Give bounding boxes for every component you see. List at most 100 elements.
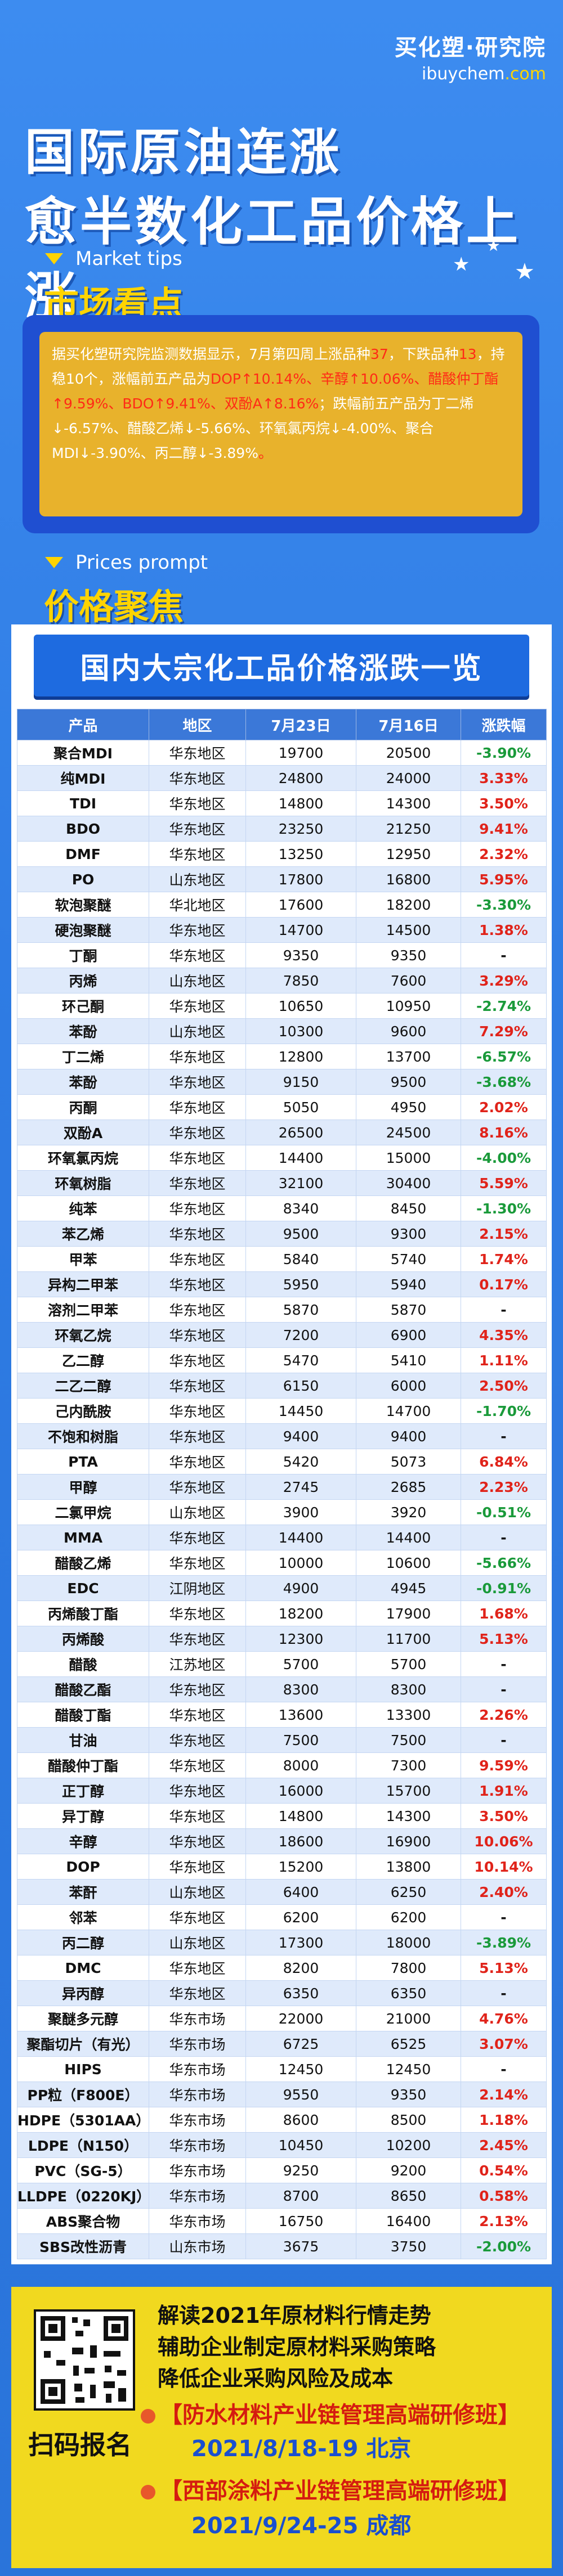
- event2-title: 【西部涂料产业链管理高端研修班】: [141, 2472, 520, 2505]
- price-previous-cell: 20500: [356, 740, 461, 766]
- price-current-cell: 10000: [245, 1550, 356, 1576]
- change-cell: 4.35%: [461, 1322, 547, 1348]
- change-cell: -2.00%: [461, 2233, 547, 2259]
- price-previous-cell: 8500: [356, 2107, 461, 2133]
- change-cell: -5.66%: [461, 1550, 547, 1576]
- product-cell: 纯MDI: [17, 765, 149, 791]
- change-cell: -3.30%: [461, 892, 547, 918]
- change-cell: 0.58%: [461, 2183, 547, 2209]
- product-cell: 软泡聚醚: [17, 892, 149, 918]
- table-row: 乙二醇 华东地区 5470 5410 1.11%: [17, 1347, 547, 1373]
- product-cell: 乙二醇: [17, 1347, 149, 1373]
- price-current-cell: 5470: [245, 1347, 356, 1373]
- market-tag-en: Market tips: [75, 248, 182, 270]
- region-cell: 华东市场: [149, 2006, 246, 2031]
- table-row: 二氯甲烷 山东地区 3900 3920 -0.51%: [17, 1499, 547, 1525]
- table-row: 异丁醇 华东地区 14800 14300 3.50%: [17, 1803, 547, 1829]
- region-cell: 华东地区: [149, 1525, 246, 1550]
- change-cell: -: [461, 1423, 547, 1449]
- product-cell: 苯酚: [17, 1018, 149, 1044]
- product-cell: 苯乙烯: [17, 1221, 149, 1247]
- footer-promo: 扫码报名 解读2021年原材料行情走势 辅助企业制定原材料采购策略 降低企业采购…: [11, 2287, 552, 2568]
- product-cell: 丁二烯: [17, 1044, 149, 1069]
- table-row: 软泡聚醚 华北地区 17600 18200 -3.30%: [17, 892, 547, 918]
- change-cell: -: [461, 1676, 547, 1702]
- column-header: 7月23日: [245, 709, 356, 740]
- qr-code[interactable]: [34, 2309, 135, 2411]
- table-row: DMF 华东地区 13250 12950 2.32%: [17, 841, 547, 867]
- product-cell: 异丙醇: [17, 1980, 149, 2006]
- market-text-part: ，持稳10个，涨幅前五产品为: [52, 346, 505, 387]
- table-row: 甘油 华东地区 7500 7500-: [17, 1727, 547, 1753]
- price-current-cell: 17800: [245, 866, 356, 892]
- region-cell: 华东地区: [149, 1069, 246, 1095]
- product-cell: 环氧氯丙烷: [17, 1145, 149, 1171]
- change-cell: 1.91%: [461, 1778, 547, 1804]
- region-cell: 华东地区: [149, 993, 246, 1019]
- price-current-cell: 7200: [245, 1322, 356, 1348]
- region-cell: 华东地区: [149, 740, 246, 766]
- region-cell: 华东地区: [149, 917, 246, 943]
- region-cell: 华东市场: [149, 2031, 246, 2057]
- product-cell: 醋酸仲丁酯: [17, 1752, 149, 1778]
- price-previous-cell: 7300: [356, 1752, 461, 1778]
- region-cell: 山东地区: [149, 1879, 246, 1905]
- price-previous-cell: 9600: [356, 1018, 461, 1044]
- price-current-cell: 6725: [245, 2031, 356, 2057]
- change-cell: 2.14%: [461, 2082, 547, 2107]
- product-cell: 环己酮: [17, 993, 149, 1019]
- region-cell: 华东地区: [149, 1803, 246, 1829]
- price-current-cell: 18600: [245, 1828, 356, 1854]
- star-icon: ★: [486, 236, 501, 255]
- region-cell: 华东地区: [149, 1449, 246, 1474]
- product-cell: ABS聚合物: [17, 2208, 149, 2234]
- product-cell: TDI: [17, 790, 149, 816]
- price-previous-cell: 9200: [356, 2157, 461, 2183]
- change-cell: 2.02%: [461, 1094, 547, 1120]
- price-current-cell: 13600: [245, 1702, 356, 1728]
- price-current-cell: 14800: [245, 790, 356, 816]
- price-previous-cell: 7600: [356, 968, 461, 993]
- product-cell: PTA: [17, 1449, 149, 1474]
- region-cell: 华东市场: [149, 2157, 246, 2183]
- product-cell: 聚酯切片（有光）: [17, 2031, 149, 2057]
- price-previous-cell: 5940: [356, 1271, 461, 1297]
- stars-decoration: ★ ★ ★: [453, 236, 543, 287]
- table-row: ABS聚合物 华东市场 16750 16400 2.13%: [17, 2208, 547, 2234]
- price-previous-cell: 14300: [356, 1803, 461, 1829]
- price-previous-cell: 17900: [356, 1601, 461, 1626]
- price-current-cell: 17600: [245, 892, 356, 918]
- product-cell: LDPE（N150）: [17, 2132, 149, 2158]
- region-cell: 华东市场: [149, 2183, 246, 2209]
- price-previous-cell: 15700: [356, 1778, 461, 1804]
- table-row: 丙烯酸 华东地区 12300 11700 5.13%: [17, 1626, 547, 1652]
- product-cell: 醋酸丁酯: [17, 1702, 149, 1728]
- price-previous-cell: 13700: [356, 1044, 461, 1069]
- price-current-cell: 9400: [245, 1423, 356, 1449]
- product-cell: 辛醇: [17, 1828, 149, 1854]
- price-previous-cell: 5700: [356, 1651, 461, 1677]
- product-cell: 硬泡聚醚: [17, 917, 149, 943]
- change-cell: 2.32%: [461, 841, 547, 867]
- brand-logo: 买化塑·研究院 ibuychem.com: [395, 29, 546, 84]
- table-row: 聚酯切片（有光） 华东市场 6725 6525 3.07%: [17, 2031, 547, 2057]
- change-cell: 2.45%: [461, 2132, 547, 2158]
- price-previous-cell: 6525: [356, 2031, 461, 2057]
- change-cell: 3.50%: [461, 790, 547, 816]
- price-previous-cell: 6350: [356, 1980, 461, 2006]
- bullet-icon: [141, 2485, 155, 2499]
- change-cell: 5.13%: [461, 1955, 547, 1981]
- price-previous-cell: 21250: [356, 816, 461, 842]
- price-current-cell: 7850: [245, 968, 356, 993]
- change-cell: -: [461, 1980, 547, 2006]
- market-text-part: DOP↑10.14%、辛醇↑10.06%、醋酸仲丁酯↑9.59%、BDO↑9.4…: [52, 371, 499, 412]
- region-cell: 华东地区: [149, 1120, 246, 1145]
- region-cell: 华东地区: [149, 1727, 246, 1753]
- price-previous-cell: 18200: [356, 892, 461, 918]
- table-row: LLDPE（0220KJ） 华东市场 8700 8650 0.58%: [17, 2183, 547, 2209]
- region-cell: 华东地区: [149, 841, 246, 867]
- price-current-cell: 8000: [245, 1752, 356, 1778]
- change-cell: -: [461, 942, 547, 968]
- change-cell: -: [461, 1727, 547, 1753]
- price-panel: 国内大宗化工品价格涨跌一览 产品 地区 7月23日 7月16日 涨跌幅 聚合MDI 华东地…: [11, 624, 552, 2264]
